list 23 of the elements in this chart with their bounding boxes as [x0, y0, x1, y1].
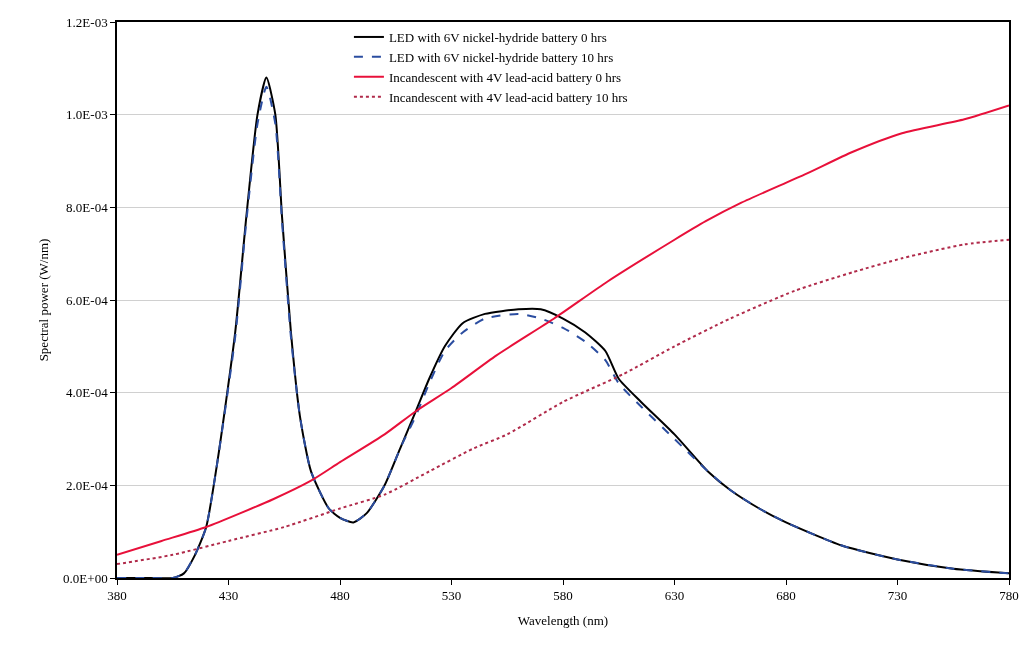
- x-tick-label: 430: [218, 588, 239, 604]
- legend-label: Incandescent with 4V lead-acid battery 0 hrs: [388, 69, 622, 85]
- y-tick-label: 4.0E-04: [66, 385, 109, 401]
- x-tick-label: 580: [553, 588, 573, 604]
- x-tick-label: 780: [999, 588, 1019, 604]
- y-axis-title: Spectral power (W/nm): [35, 238, 51, 362]
- y-tick-label: 6.0E-04: [66, 292, 109, 308]
- y-tick-label: 2.0E-04: [66, 477, 109, 493]
- y-tick-label: 0.0E+00: [63, 570, 108, 586]
- y-tick-label: 1.0E-03: [66, 107, 108, 123]
- legend-label: Incandescent with 4V lead-acid battery 10 hrs: [388, 89, 628, 105]
- legend-label: LED with 6V nickel-hydride battery 10 hrs: [388, 49, 614, 65]
- x-tick-label: 680: [776, 588, 796, 604]
- y-tick-label: 1.2E-03: [66, 14, 108, 30]
- y-tick-label: 8.0E-04: [66, 199, 109, 215]
- x-tick-label: 630: [664, 588, 685, 604]
- line-series: [117, 238, 1009, 566]
- x-tick-label: 530: [441, 588, 462, 604]
- x-tick-label: 730: [887, 588, 908, 604]
- x-tick-label: 380: [107, 588, 127, 604]
- x-tick-label: 480: [330, 588, 350, 604]
- legend-label: LED with 6V nickel-hydride battery 0 hrs: [388, 30, 607, 46]
- x-axis-title: Wavelength (nm): [517, 613, 609, 629]
